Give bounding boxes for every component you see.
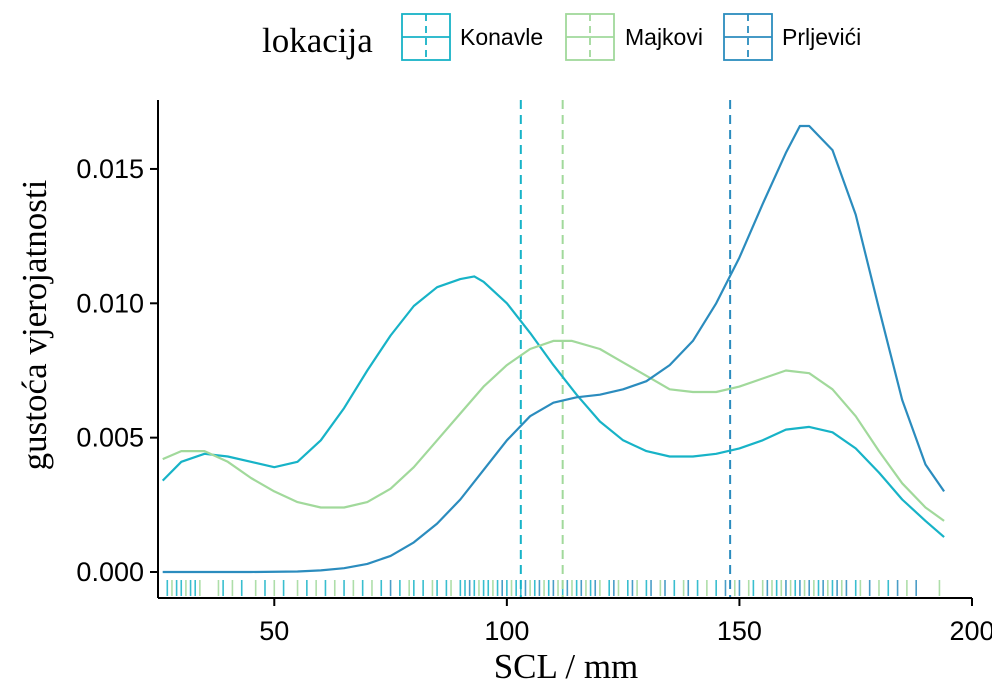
legend-item-prljevici: Prljevići	[723, 13, 861, 61]
density-lines	[161, 124, 946, 574]
x-tick-label: 200	[949, 616, 992, 646]
mean-lines	[519, 100, 732, 598]
rug-marks	[166, 580, 941, 596]
y-tick-label: 0.015	[76, 154, 144, 184]
y-tick-label: 0.000	[76, 557, 144, 587]
x-tick-label: 100	[484, 616, 529, 646]
legend-title: lokacija	[262, 21, 373, 60]
legend-label: Majkovi	[625, 24, 703, 50]
x-tick-label: 50	[259, 616, 289, 646]
legend-item-konavle: Konavle	[401, 13, 543, 61]
legend-item-majkovi: Majkovi	[565, 13, 703, 61]
legend-items: Konavle Majkovi Prljevići	[401, 13, 861, 61]
y-tick-label: 0.010	[76, 288, 144, 318]
density-line-konavle	[161, 275, 945, 538]
density-line-majkovi	[162, 339, 945, 522]
y-axis-label: gustoća vjerojatnosti	[15, 179, 54, 470]
x-tick-label: 150	[717, 616, 762, 646]
density-line-prljevici	[162, 124, 946, 574]
plot-area: 50 100 150 200 0.000 0.005 0.010 0.015	[76, 100, 992, 646]
axes: 50 100 150 200 0.000 0.005 0.010 0.015	[76, 100, 992, 646]
legend: lokacija Konavle Majkovi Prljevići	[262, 13, 861, 61]
y-tick-label: 0.005	[76, 423, 144, 453]
legend-label: Konavle	[460, 24, 543, 50]
x-axis-label: SCL / mm	[494, 647, 639, 684]
legend-label: Prljevići	[782, 24, 861, 50]
